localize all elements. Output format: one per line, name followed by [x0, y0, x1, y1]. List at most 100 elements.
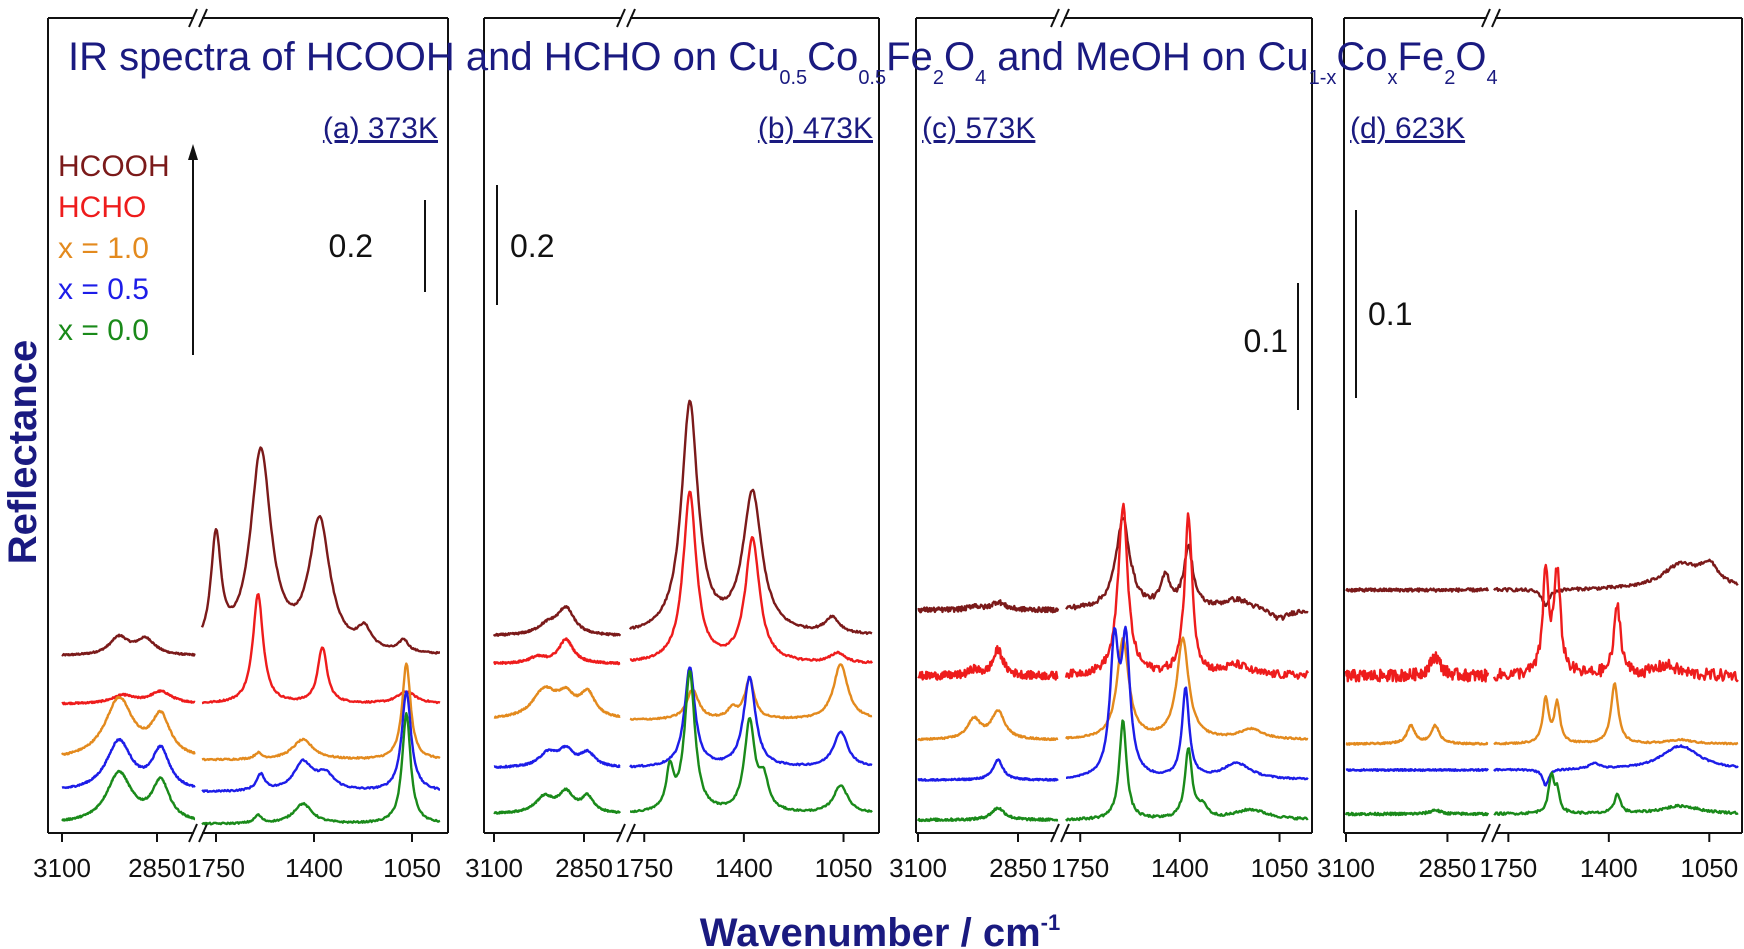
spectrum-line-x-1-0 [61, 695, 196, 756]
title-segment: Co [807, 35, 858, 79]
legend-entry: HCHO [58, 191, 146, 224]
spectrum-line-hcooh [492, 605, 622, 637]
scale-bar-label: 0.1 [1368, 296, 1412, 332]
title-subscript: 1-x [1309, 67, 1337, 89]
x-tick-label: 1050 [815, 853, 873, 883]
x-tick-label: 1050 [1251, 853, 1309, 883]
title-subscript: 4 [975, 67, 986, 89]
x-tick-label: 1400 [1151, 853, 1209, 883]
scale-bar-label: 0.2 [329, 228, 373, 264]
spectrum-line-hcooh [1345, 587, 1490, 593]
spectrum-line-hcooh [200, 446, 441, 655]
legend-entry: x = 1.0 [58, 232, 149, 265]
x-tick-label: 1400 [285, 853, 343, 883]
legend-entry: x = 0.5 [58, 273, 149, 306]
x-tick-label: 1750 [615, 853, 673, 883]
x-tick-label: 1400 [1580, 853, 1638, 883]
x-tick-label: 1050 [1680, 853, 1738, 883]
title-subscript: 2 [933, 67, 944, 89]
spectrum-line-hcho [629, 490, 874, 665]
axis-break-mark [198, 8, 208, 28]
title-segment: and MeOH on Cu [986, 35, 1308, 79]
x-tick-label: 2850 [989, 853, 1047, 883]
title-subscript: 0.5 [779, 67, 807, 89]
spectrum-line-hcooh [628, 399, 873, 635]
x-axis-title: Wavenumber / cm-1 [700, 910, 1060, 949]
x-axis-title-text: Wavenumber / cm [700, 911, 1041, 949]
axis-break-mark [1060, 8, 1070, 28]
panel-overlays: (a) 373K 0.2 (b) 473K 0.2 (c) 573K 0.1 (d) 623… [323, 112, 1465, 410]
x-tick-label: 3100 [465, 853, 523, 883]
legend: HCOOH HCHO x = 1.0 x = 0.5 x = 0.0 [58, 144, 198, 355]
axis-break-mark [616, 823, 626, 843]
x-tick-label: 1750 [1479, 853, 1537, 883]
panel-label: (b) 473K [758, 112, 873, 145]
spectrum-line-x-0-0 [201, 712, 441, 826]
spectrum-line-hcooh [1493, 558, 1739, 608]
panel-label: (d) 623K [1350, 112, 1465, 145]
spectrum-line-x-0-0 [1065, 719, 1309, 822]
spectrum-line-hcooh [917, 599, 1060, 614]
axis-break-mark [626, 823, 636, 843]
spectrum-line-hcho [1344, 651, 1490, 683]
spectrum-line-x-0-5 [629, 666, 873, 769]
spectrum-line-x-0-5 [1065, 625, 1309, 781]
x-tick-label: 3100 [33, 853, 91, 883]
spectrum-line-x-1-0 [1345, 723, 1489, 746]
spectrum-line-hcho [201, 593, 441, 705]
title-segment: IR spectra of HCOOH and HCHO on Cu [68, 35, 779, 79]
spectrum-line-x-0-5 [1493, 744, 1739, 787]
x-tick-label: 2850 [555, 853, 613, 883]
axis-break-mark [188, 8, 198, 28]
axis-break-mark [1481, 823, 1491, 843]
spectrum-line-x-0-0 [916, 806, 1059, 823]
axis-break-mark [626, 8, 636, 28]
title-segment: Co [1336, 35, 1387, 79]
panel-label: (a) 373K [323, 112, 438, 145]
legend-entry: x = 0.0 [58, 314, 149, 347]
x-tick-label: 2850 [128, 853, 186, 883]
panel-label: (c) 573K [922, 112, 1035, 145]
x-tick-label: 1750 [1051, 853, 1109, 883]
spectrum-line-x-0-0 [61, 769, 196, 822]
title-subscript: x [1388, 67, 1398, 89]
spectrum-line-hcho [1064, 502, 1310, 680]
x-tick-label: 1050 [383, 853, 441, 883]
spectrum-line-hcho [1492, 563, 1739, 683]
axis-break-mark [188, 823, 198, 843]
title-segment: Fe [886, 35, 933, 79]
axis-break-mark [198, 823, 208, 843]
spectrum-line-x-0-5 [61, 737, 196, 790]
spectrum-line-x-0-0 [1493, 771, 1739, 816]
spectrum-line-x-0-0 [629, 669, 873, 814]
spectra-curves [61, 399, 1739, 826]
title-subscript: 0.5 [858, 67, 886, 89]
title-subscript: 4 [1486, 67, 1497, 89]
scale-bar-label: 0.2 [510, 228, 554, 264]
spectrum-line-x-1-0 [917, 709, 1059, 742]
legend-arrow-head [188, 144, 198, 160]
title-segment: O [1455, 35, 1486, 79]
axis-break-mark [616, 8, 626, 28]
x-axis-title-superscript: -1 [1041, 910, 1061, 935]
spectrum-line-x-1-0 [1493, 682, 1739, 746]
x-tick-label: 2850 [1419, 853, 1477, 883]
spectrum-line-x-0-0 [1344, 808, 1490, 817]
y-axis-title: Reflectance [1, 340, 45, 565]
spectrum-line-x-1-0 [493, 685, 621, 719]
x-tick-label: 1750 [187, 853, 245, 883]
legend-entry: HCOOH [58, 150, 170, 183]
x-tick-label: 3100 [889, 853, 947, 883]
spectrum-line-x-0-5 [1345, 768, 1489, 772]
spectrum-line-x-0-5 [201, 690, 441, 794]
axis-break-mark [1481, 8, 1491, 28]
panel-frames: 3100 2850 1750 1400 1050 3100 2850 1750 1400 1050… [33, 8, 1743, 883]
spectrum-line-hcho [61, 689, 196, 706]
scale-bar-label: 0.1 [1244, 323, 1288, 359]
chart-title: IR spectra of HCOOH and HCHO on Cu0.5Co0… [68, 35, 1498, 89]
title-segment: Fe [1398, 35, 1445, 79]
spectrum-line-x-0-5 [493, 744, 621, 769]
axis-break-mark [1060, 823, 1070, 843]
title-subscript: 2 [1444, 67, 1455, 89]
